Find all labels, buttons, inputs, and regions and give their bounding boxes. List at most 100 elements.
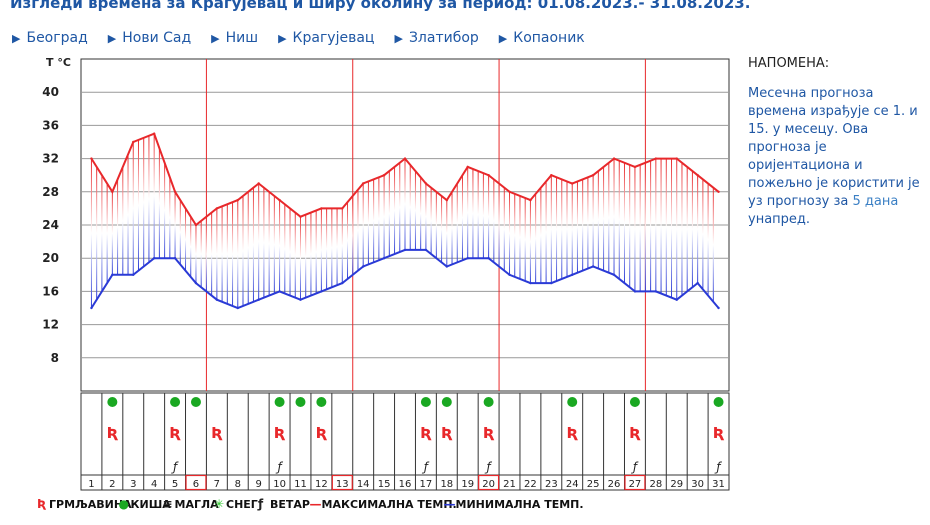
weekend-marker	[624, 474, 646, 491]
min-temp-point	[111, 273, 114, 276]
max-temp-point	[299, 215, 302, 218]
min-temp-point	[675, 298, 678, 301]
city-link-label: Београд	[26, 30, 88, 46]
x-tick-label: 3	[130, 479, 136, 490]
city-link-label: Крагујевац	[292, 30, 375, 46]
min-temp-point	[571, 273, 574, 276]
weekend-marker	[331, 474, 353, 491]
wind-icon: ƒ	[422, 460, 430, 474]
min-temp-point	[508, 273, 511, 276]
y-tick-label: 24	[42, 218, 59, 232]
x-tick-label: 22	[524, 479, 537, 490]
min-legend-icon: —	[444, 497, 456, 511]
min-temp-point	[90, 306, 93, 310]
max-temp-point	[257, 182, 260, 185]
min-temp-point	[152, 257, 156, 260]
x-tick-label: 29	[670, 479, 683, 490]
arrow-icon: ▶	[498, 32, 508, 45]
max-temp-point	[341, 207, 344, 210]
rain-legend-icon: ●	[119, 497, 129, 511]
max-temp-point	[508, 190, 511, 193]
x-tick-label: 5	[172, 479, 178, 490]
legend-label: ВЕТАР	[270, 498, 310, 511]
x-tick-label: 12	[315, 479, 328, 490]
legend: Ʀ ГРМЉАВИНА● КИША≡ МАГЛА✳ СНЕГ ƒ ВЕТАР — МАКСИМА…	[37, 497, 584, 511]
x-tick-label: 14	[357, 479, 370, 490]
rain-icon	[441, 397, 452, 407]
max-temp-point	[320, 207, 323, 210]
city-link-1[interactable]: ▶ Београд	[12, 30, 88, 46]
rain-icon	[567, 397, 578, 407]
storm-icon: Ʀ	[629, 424, 641, 442]
min-temp-point	[424, 248, 428, 252]
legend-label: МИНИМАЛНА ТЕМП.	[456, 498, 584, 511]
x-tick-label: 10	[273, 479, 286, 490]
rain-icon	[420, 397, 431, 407]
max-temp-point	[111, 190, 114, 193]
x-tick-label: 7	[214, 479, 220, 490]
max-temp-point	[466, 165, 469, 169]
max-temp-point	[487, 174, 490, 177]
y-tick-label: 36	[42, 118, 59, 132]
city-link-3[interactable]: ▶ Ниш	[211, 30, 258, 46]
x-tick-label: 13	[336, 479, 349, 490]
min-temp-point	[696, 281, 699, 285]
legend-label: МАКСИМАЛНА ТЕМП.	[322, 498, 457, 511]
weekend-marker	[185, 474, 207, 491]
min-temp-point	[654, 290, 658, 293]
legend-label: ГРМЉАВИНА	[49, 498, 132, 511]
x-tick-label: 4	[151, 479, 157, 490]
y-tick-label: 40	[42, 85, 59, 99]
min-temp-point	[257, 298, 260, 301]
max-temp-point	[717, 190, 720, 193]
weekend-marker	[478, 474, 500, 491]
max-temp-point	[361, 182, 365, 185]
min-temp-point	[445, 265, 449, 268]
min-temp-point	[487, 257, 490, 260]
max-temp-point	[90, 157, 93, 160]
x-tick-label: 30	[691, 479, 704, 490]
max-legend-icon: —	[310, 497, 322, 511]
x-tick-label: 16	[399, 479, 412, 490]
x-tick-label: 24	[566, 479, 579, 490]
x-tick-label: 1	[88, 479, 94, 490]
snow-legend-icon: ✳	[214, 497, 224, 511]
min-temp-point	[341, 281, 344, 285]
min-temp-point	[550, 281, 553, 285]
x-tick-label: 11	[294, 479, 307, 490]
max-temp-point	[215, 207, 219, 210]
storm-legend-icon: Ʀ	[37, 497, 47, 511]
max-temp-point	[194, 223, 198, 227]
storm-icon: Ʀ	[713, 424, 725, 442]
x-tick-label: 20	[482, 479, 495, 490]
min-temp-point	[633, 290, 637, 293]
max-temp-point	[675, 157, 678, 160]
note-link[interactable]: 5 дана	[852, 194, 899, 209]
max-temp-point	[445, 198, 449, 202]
y-tick-label: 28	[42, 185, 59, 199]
storm-icon: Ʀ	[274, 424, 286, 442]
note-tail: унапред.	[748, 212, 811, 227]
x-tick-label: 15	[378, 479, 391, 490]
max-temp-point	[696, 174, 699, 177]
max-temp-point	[278, 198, 281, 202]
min-temp-point	[529, 281, 532, 285]
y-axis-label: T °C	[46, 56, 71, 69]
city-link-5[interactable]: ▶ Златибор	[394, 30, 478, 46]
min-temp-point	[466, 257, 469, 260]
note-panel: НАПОМЕНА: Месечна прогноза времена израђ…	[748, 55, 924, 229]
x-tick-label: 9	[255, 479, 261, 490]
x-tick-label: 19	[461, 479, 474, 490]
legend-label: КИША	[131, 498, 172, 511]
city-link-6[interactable]: ▶ Копаоник	[499, 30, 585, 46]
y-tick-label: 8	[51, 351, 59, 365]
arrow-icon: ▶	[278, 32, 287, 45]
city-link-2[interactable]: ▶ Нови Сад	[108, 30, 191, 46]
x-tick-label: 31	[712, 479, 725, 490]
arrow-icon: ▶	[107, 32, 117, 45]
page-title: Изгледи времена за Крагујевац и ширу око…	[10, 0, 751, 12]
max-temp-point	[654, 157, 658, 160]
city-link-4[interactable]: ▶ Крагујевац	[278, 30, 374, 46]
min-temp-point	[215, 298, 219, 301]
wind-icon: ƒ	[631, 460, 639, 474]
